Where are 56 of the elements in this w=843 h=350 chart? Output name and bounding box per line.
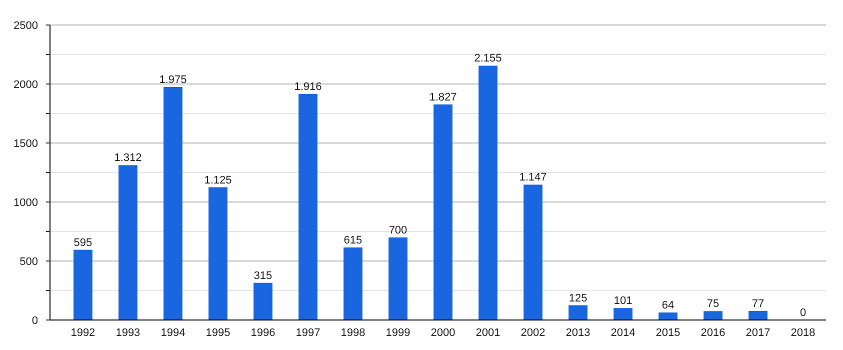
data-label: 101: [614, 295, 632, 308]
bar: [118, 165, 138, 320]
bar: [568, 305, 588, 320]
x-tick-label: 1993: [116, 327, 140, 339]
y-tick-label: 1000: [14, 196, 38, 209]
data-label: 1.147: [519, 172, 547, 184]
bar: [254, 282, 272, 320]
data-label: 1.827: [429, 91, 457, 104]
data-label: 595: [74, 236, 92, 249]
data-label: 2.155: [474, 52, 502, 65]
data-label: 77: [752, 298, 764, 310]
bar: [164, 86, 182, 320]
x-tick-label: 2015: [656, 327, 680, 339]
x-tick-label: 2001: [476, 327, 500, 339]
bar: [614, 308, 632, 320]
x-tick-label: 1996: [250, 327, 276, 339]
x-tick-label: 1997: [296, 327, 320, 339]
y-tick-label: 2500: [14, 20, 38, 32]
data-label: 64: [662, 299, 674, 312]
x-tick-label: 2013: [566, 327, 590, 339]
y-tick-label: 500: [20, 256, 38, 268]
x-tick-label: 2000: [430, 327, 456, 339]
bar: [748, 310, 768, 320]
x-tick-label: 1995: [206, 327, 230, 339]
bar: [298, 94, 318, 320]
y-tick-label: 1500: [14, 138, 38, 150]
data-label: 75: [706, 298, 720, 310]
x-tick-label: 1998: [340, 327, 366, 339]
y-tick-label: 0: [32, 314, 38, 327]
bar: [208, 187, 228, 320]
data-label: 125: [568, 292, 588, 304]
bar: [478, 66, 498, 320]
bar: [434, 104, 452, 320]
x-tick-label: 1999: [386, 327, 410, 339]
x-tick-label: 2018: [790, 327, 816, 339]
data-label: 1.916: [294, 80, 322, 93]
data-label: 315: [254, 270, 272, 282]
x-tick-label: 2014: [610, 327, 636, 339]
bar: [388, 237, 408, 320]
x-tick-label: 2016: [700, 327, 726, 339]
data-label: 700: [388, 224, 408, 236]
x-tick-label: 2017: [746, 327, 770, 339]
bar: [74, 250, 92, 320]
x-tick-label: 2002: [520, 327, 546, 339]
x-tick-label: 1994: [160, 327, 186, 339]
y-tick-label: 2000: [14, 78, 38, 91]
x-tick-label: 1992: [70, 327, 96, 339]
bar: [344, 247, 362, 320]
bar: [524, 184, 542, 320]
data-label: 1.975: [159, 74, 187, 86]
data-label: 0: [800, 307, 806, 319]
bar: [658, 312, 678, 320]
data-label: 615: [344, 234, 362, 246]
data-label: 1.312: [114, 152, 142, 164]
data-label: 1.125: [204, 174, 232, 186]
bar: [704, 311, 722, 320]
